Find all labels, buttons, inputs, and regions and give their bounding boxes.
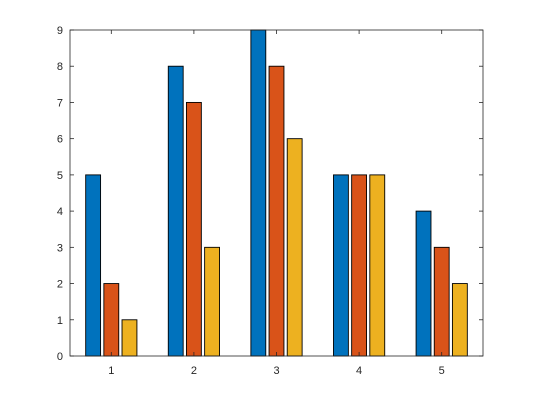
bar: [85, 174, 102, 357]
bar: [415, 210, 432, 357]
y-axis-tick-labels: 0 1 2 3 4 5 6 7 8 9: [57, 25, 63, 363]
x-tick-label: 4: [356, 365, 362, 377]
y-tick-label: 3: [57, 242, 63, 254]
y-tick-label: 0: [57, 351, 63, 363]
y-tick-label: 7: [57, 97, 63, 109]
y-tick-label: 5: [57, 170, 63, 182]
bar: [351, 174, 367, 357]
y-tick-label: 2: [57, 279, 63, 291]
y-tick-label: 9: [57, 25, 63, 37]
y-tick-label: 1: [57, 315, 63, 327]
bar: [204, 246, 220, 357]
y-tick-label: 8: [57, 61, 63, 73]
bar: [433, 246, 450, 357]
bar: [286, 138, 303, 357]
x-tick-label: 1: [108, 365, 114, 377]
bar: [369, 174, 386, 357]
y-tick-label: 4: [57, 206, 63, 218]
bar: [268, 65, 285, 357]
y-tick-label: 6: [57, 134, 63, 146]
plot-area-box: [69, 29, 484, 357]
x-axis-tick-labels: 1 2 3 4 5: [108, 365, 445, 377]
x-tick-label: 5: [439, 365, 445, 377]
bar: [451, 283, 468, 357]
bar: [121, 319, 138, 357]
x-tick-label: 2: [191, 365, 197, 377]
bar: [185, 101, 202, 357]
bar-series-group: [85, 29, 468, 357]
x-tick-label: 3: [273, 365, 279, 377]
bar: [250, 29, 267, 357]
bar: [333, 174, 349, 357]
bar: [103, 283, 120, 357]
bar: [167, 65, 184, 357]
